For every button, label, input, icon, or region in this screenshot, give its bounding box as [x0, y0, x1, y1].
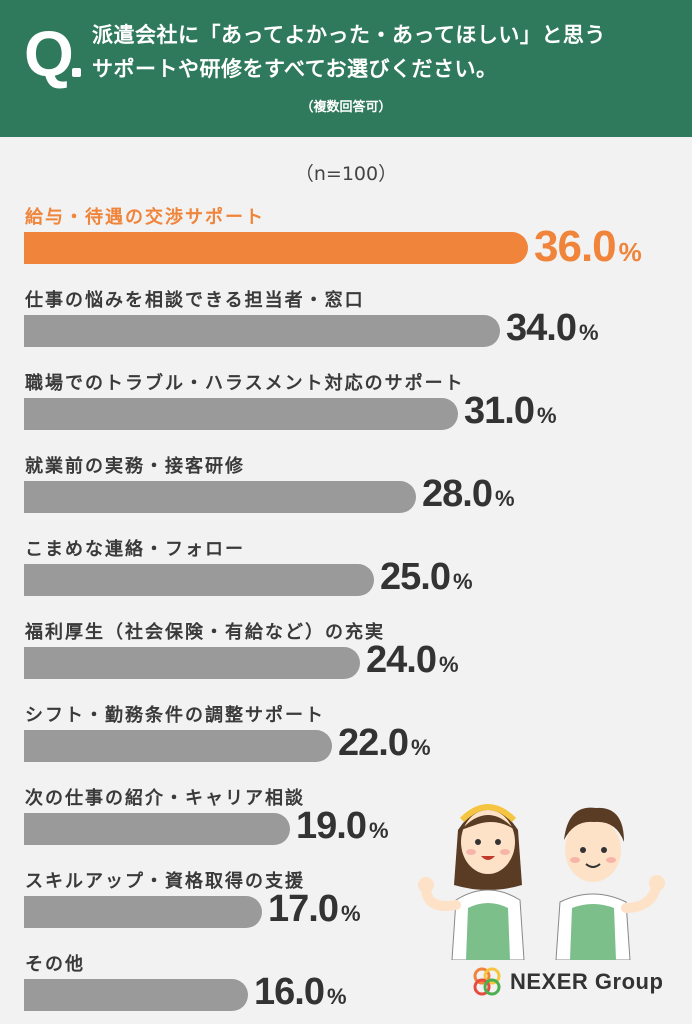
- category-label: 福利厚生（社会保険・有給など）の充実: [25, 622, 385, 643]
- value-number: 25.0: [380, 556, 451, 598]
- category-label: その他: [25, 954, 85, 975]
- category-label: シフト・勤務条件の調整サポート: [25, 705, 325, 726]
- value-label: 24.0%: [366, 639, 459, 682]
- value-number: 36.0: [534, 222, 617, 271]
- question-line-1: 派遣会社に「あってよかった・あってほしい」と思う: [92, 23, 606, 47]
- bar: [24, 564, 374, 596]
- bar: [24, 647, 360, 679]
- bar: [24, 232, 528, 264]
- value-label: 17.0%: [268, 888, 361, 931]
- value-label: 34.0%: [506, 307, 599, 350]
- percent-sign: %: [368, 818, 389, 843]
- category-label: こまめな連絡・フォロー: [25, 539, 245, 560]
- bar: [24, 730, 332, 762]
- percent-sign: %: [494, 486, 515, 511]
- bar: [24, 979, 248, 1011]
- category-label: スキルアップ・資格取得の支援: [25, 871, 305, 892]
- value-number: 31.0: [464, 390, 535, 432]
- nexer-logo: NEXER Group: [470, 965, 663, 999]
- q-dot: [72, 68, 81, 77]
- percent-sign: %: [618, 237, 642, 267]
- bar: [24, 813, 290, 845]
- value-label: 31.0%: [464, 390, 557, 433]
- value-label: 22.0%: [338, 722, 431, 765]
- percent-sign: %: [452, 569, 473, 594]
- category-label: 仕事の悩みを相談できる担当者・窓口: [25, 290, 365, 311]
- percent-sign: %: [410, 735, 431, 760]
- question-line-2: サポートや研修をすべてお選びください。: [92, 57, 498, 81]
- value-label: 36.0%: [534, 222, 642, 272]
- bar: [24, 398, 458, 430]
- category-label: 次の仕事の紹介・キャリア相談: [25, 788, 305, 809]
- value-number: 24.0: [366, 639, 437, 681]
- question-header: Q 派遣会社に「あってよかった・あってほしい」と思う サポートや研修をすべてお選…: [0, 0, 692, 137]
- percent-sign: %: [340, 901, 361, 926]
- value-number: 17.0: [268, 888, 339, 930]
- value-number: 19.0: [296, 805, 367, 847]
- value-number: 16.0: [254, 971, 325, 1013]
- multiple-answer-note: （複数回答可）: [300, 100, 392, 115]
- bar: [24, 896, 262, 928]
- question-text: 派遣会社に「あってよかった・あってほしい」と思う サポートや研修をすべてお選びく…: [92, 18, 682, 86]
- category-label: 職場でのトラブル・ハラスメント対応のサポート: [25, 373, 465, 394]
- percent-sign: %: [536, 403, 557, 428]
- q-mark: Q: [24, 18, 74, 90]
- sample-size-label: （n=100）: [294, 163, 398, 185]
- value-number: 22.0: [338, 722, 409, 764]
- nexer-logo-icon: [473, 967, 501, 996]
- value-number: 28.0: [422, 473, 493, 515]
- percent-sign: %: [438, 652, 459, 677]
- value-label: 28.0%: [422, 473, 515, 516]
- value-label: 25.0%: [380, 556, 473, 599]
- staff-illustration: [418, 804, 665, 960]
- value-label: 16.0%: [254, 971, 347, 1014]
- nexer-logo-text: NEXER Group: [510, 969, 664, 994]
- percent-sign: %: [578, 320, 599, 345]
- bar: [24, 481, 416, 513]
- percent-sign: %: [326, 984, 347, 1009]
- value-label: 19.0%: [296, 805, 389, 848]
- value-number: 34.0: [506, 307, 577, 349]
- category-label: 就業前の実務・接客研修: [25, 456, 245, 477]
- bar: [24, 315, 500, 347]
- category-label: 給与・待遇の交渉サポート: [25, 207, 265, 228]
